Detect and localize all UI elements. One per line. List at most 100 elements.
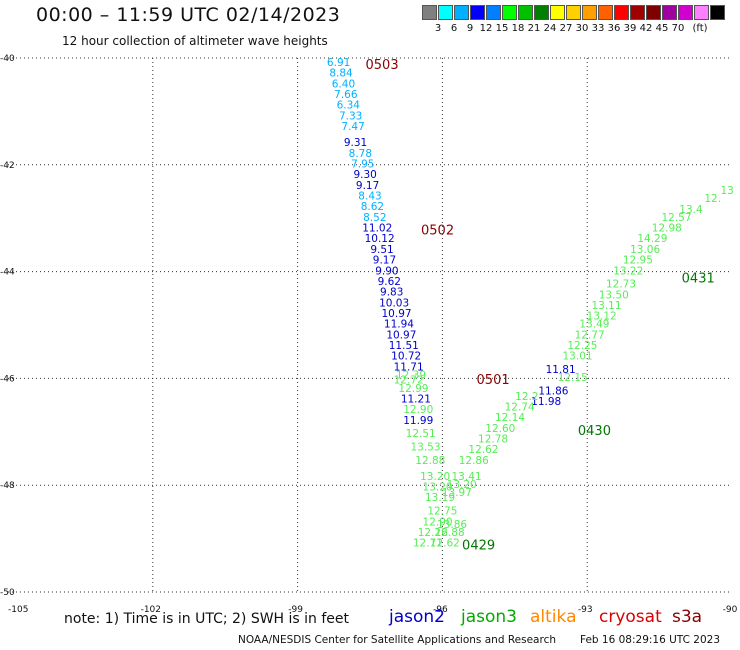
data-point-label: 6.91 bbox=[327, 57, 350, 69]
legend-altika: altika bbox=[530, 607, 577, 627]
colorbar-label: 6 bbox=[450, 23, 458, 34]
data-point-label: 13.97 bbox=[442, 487, 472, 499]
data-point-label: 12.62 bbox=[430, 538, 460, 550]
colorbar-swatch bbox=[550, 5, 565, 20]
data-point-label: 12.88 bbox=[435, 527, 465, 539]
colorbar-label: 12 bbox=[479, 23, 493, 34]
data-point-label: 14.29 bbox=[637, 233, 667, 245]
data-point-label: 7.33 bbox=[339, 110, 362, 122]
colorbar-swatch bbox=[470, 5, 485, 20]
colorbar-label: (ft) bbox=[692, 23, 708, 34]
y-tick-label: -46 bbox=[0, 374, 15, 384]
colorbar-swatch bbox=[454, 5, 469, 20]
data-point-label: 7.66 bbox=[334, 89, 358, 101]
data-point-label: 8.43 bbox=[358, 191, 381, 203]
colorbar-label: 24 bbox=[543, 23, 557, 34]
data-point-label: 13.53 bbox=[410, 441, 440, 453]
colorbar-swatch bbox=[614, 5, 629, 20]
data-point-label: 12.15 bbox=[558, 372, 588, 384]
data-point-label: 9.90 bbox=[375, 265, 398, 277]
data-point-label: 9.31 bbox=[344, 137, 367, 149]
x-tick-label: -99 bbox=[288, 605, 303, 615]
data-point-label: 13.50 bbox=[599, 289, 629, 301]
data-point-label: 9.17 bbox=[373, 255, 396, 267]
colorbar-swatch bbox=[582, 5, 597, 20]
time-label: 0430 bbox=[578, 424, 611, 439]
data-point-label: 10.72 bbox=[391, 351, 421, 363]
colorbar-label: 3 bbox=[434, 23, 442, 34]
data-point-label: 8.78 bbox=[349, 148, 372, 160]
colorbar-label: 18 bbox=[511, 23, 525, 34]
data-point-label: 10.97 bbox=[386, 329, 416, 341]
colorbar-label: 30 bbox=[575, 23, 589, 34]
x-tick-label: -93 bbox=[578, 605, 593, 615]
data-point-label: 13.06 bbox=[630, 244, 660, 256]
colorbar-swatch bbox=[630, 5, 645, 20]
time-label: 0502 bbox=[421, 224, 454, 239]
data-point-label: 13.22 bbox=[613, 265, 643, 277]
data-point-label: 9.83 bbox=[380, 287, 403, 299]
legend-jason3: jason3 bbox=[461, 607, 517, 627]
data-point-label: 11.81 bbox=[546, 364, 576, 376]
colorbar-label: 21 bbox=[527, 23, 541, 34]
colorbar-label: 27 bbox=[559, 23, 573, 34]
colorbar-swatch bbox=[502, 5, 517, 20]
data-point-label: 12.90 bbox=[423, 516, 453, 528]
data-point-label: 12.95 bbox=[623, 255, 653, 267]
data-point-label: 12.90 bbox=[403, 404, 433, 416]
data-point-label: 13 bbox=[720, 185, 733, 197]
colorbar-swatch bbox=[710, 5, 725, 20]
y-tick-label: -44 bbox=[0, 268, 15, 278]
data-point-label: 13.01 bbox=[563, 351, 593, 363]
data-point-label: 12.77 bbox=[575, 329, 605, 341]
legend-cryosat: cryosat bbox=[599, 607, 662, 627]
y-tick-label: -50 bbox=[0, 588, 15, 598]
time-label: 0429 bbox=[462, 539, 495, 554]
colorbar-label: 39 bbox=[623, 23, 637, 34]
data-point-label: 6.40 bbox=[332, 78, 355, 90]
data-point-label: 13.20 bbox=[420, 471, 450, 483]
data-point-label: 13.49 bbox=[579, 319, 609, 331]
x-tick-label: -105 bbox=[8, 605, 28, 615]
data-point-label: 12.99 bbox=[398, 383, 428, 395]
data-point-label: 11.94 bbox=[384, 319, 414, 331]
colorbar-swatch bbox=[566, 5, 581, 20]
data-point-label: 10.12 bbox=[365, 233, 395, 245]
page-title: 00:00 – 11:59 UTC 02/14/2023 bbox=[36, 4, 341, 26]
data-point-label: 12.75 bbox=[427, 506, 457, 518]
data-point-label: 12.39 bbox=[396, 369, 426, 381]
colorbar-label: 45 bbox=[655, 23, 669, 34]
data-point-label: 12.71 bbox=[413, 538, 443, 550]
data-point-label: 9.17 bbox=[356, 180, 379, 192]
data-point-label: 12.73 bbox=[606, 279, 636, 291]
time-label: 0431 bbox=[682, 272, 715, 287]
data-point-label: 11.02 bbox=[362, 223, 392, 235]
colorbar-swatch bbox=[486, 5, 501, 20]
data-point-label: 13.19 bbox=[425, 492, 455, 504]
data-point-label: 12.98 bbox=[652, 223, 682, 235]
data-point-label: 13.41 bbox=[452, 471, 482, 483]
colorbar-label: 9 bbox=[466, 23, 474, 34]
colorbar-swatch bbox=[598, 5, 613, 20]
y-tick-label: -42 bbox=[0, 161, 15, 171]
colorbar-swatch bbox=[678, 5, 693, 20]
y-tick-label: -48 bbox=[0, 481, 15, 491]
data-point-label: 9.62 bbox=[378, 276, 401, 288]
data-point-label: 12.62 bbox=[468, 444, 498, 456]
footer-note: note: 1) Time is in UTC; 2) SWH is in fe… bbox=[64, 611, 350, 627]
data-point-label: 9.30 bbox=[353, 169, 376, 181]
data-point-label: 13.4 bbox=[679, 204, 703, 216]
colorbar-swatch bbox=[694, 5, 709, 20]
data-point-label: 12.88 bbox=[415, 455, 445, 467]
time-label: 0501 bbox=[477, 373, 510, 388]
colorbar-swatch bbox=[534, 5, 549, 20]
legend-s3a: s3a bbox=[672, 607, 703, 627]
generated-timestamp: Feb 16 08:29:16 UTC 2023 bbox=[580, 634, 720, 646]
page-subtitle: 12 hour collection of altimeter wave hei… bbox=[62, 34, 328, 48]
colorbar-label: 15 bbox=[495, 23, 509, 34]
data-point-label: 11.98 bbox=[531, 396, 561, 408]
data-point-label: 8.52 bbox=[363, 212, 386, 224]
data-point-label: 12.72 bbox=[394, 375, 424, 387]
x-tick-label: -96 bbox=[433, 605, 448, 615]
